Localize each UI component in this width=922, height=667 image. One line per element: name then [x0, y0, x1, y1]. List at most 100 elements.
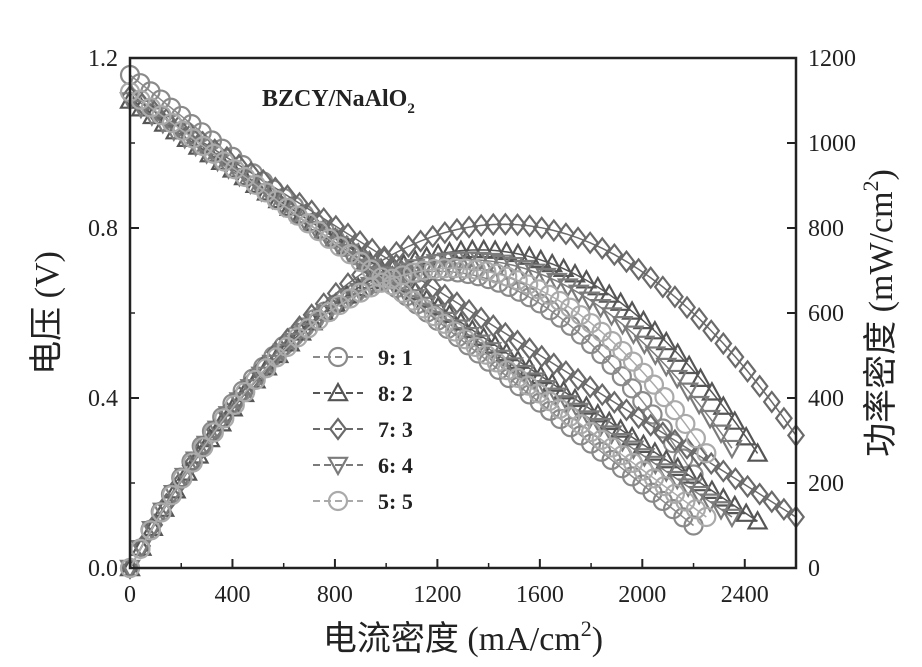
- power-point: [434, 258, 455, 279]
- voltage-point: [644, 441, 666, 461]
- voltage-point: [609, 418, 632, 438]
- voltage-point: [235, 166, 256, 188]
- power-point: [632, 390, 653, 412]
- x-tick-label: 1200: [413, 582, 461, 608]
- voltage-point: [472, 306, 491, 330]
- legend-marker: [327, 490, 349, 512]
- power-point: [617, 249, 636, 274]
- power-point: [261, 354, 284, 375]
- legend-marker: [327, 346, 349, 368]
- y2-tick-label: 800: [808, 216, 844, 242]
- y-tick-label: 1.2: [88, 46, 118, 72]
- voltage-point: [750, 482, 769, 506]
- power-point: [151, 502, 172, 523]
- legend-marker: [327, 381, 349, 402]
- voltage-point: [529, 364, 552, 385]
- voltage-point: [203, 143, 224, 164]
- power-point: [338, 272, 358, 296]
- voltage-point: [568, 367, 588, 391]
- power-point: [455, 258, 476, 279]
- voltage-point: [486, 352, 507, 373]
- voltage-point: [552, 379, 575, 400]
- power-point: [605, 242, 624, 267]
- voltage-point: [528, 383, 549, 404]
- power-point: [305, 313, 327, 334]
- power-point: [518, 274, 539, 295]
- power-point: [633, 362, 654, 383]
- power-point: [486, 263, 507, 284]
- power-point: [193, 437, 214, 458]
- power-point: [633, 335, 656, 356]
- legend-label: 6: 4: [378, 453, 413, 478]
- voltage-point: [654, 475, 675, 497]
- power-point: [224, 394, 245, 415]
- ticks-layer: 0 400 800 1200 1600 2000 2400 0.0 0.4 0.8 1.2 0 200 4…: [88, 46, 856, 608]
- power-point: [762, 390, 781, 414]
- power-point: [653, 275, 672, 299]
- power-point: [549, 290, 570, 312]
- voltage-point: [350, 251, 371, 273]
- power-point: [644, 319, 666, 340]
- voltage-point: [402, 290, 424, 311]
- power-point: [381, 268, 403, 289]
- y2-tick-label: 400: [808, 386, 844, 412]
- power-point: [476, 261, 497, 282]
- voltage-point: [696, 506, 717, 528]
- legend-item: 8: 2: [313, 381, 413, 406]
- voltage-point: [746, 509, 769, 530]
- power-point: [581, 231, 600, 255]
- power-point: [392, 265, 413, 286]
- voltage-point: [612, 445, 633, 466]
- voltage-point: [544, 352, 563, 376]
- legend-item: 9: 1: [313, 345, 413, 370]
- voltage-point: [738, 474, 757, 499]
- y-tick-label: 0.8: [88, 216, 118, 242]
- x-tick-label: 2400: [721, 582, 769, 608]
- power-point: [641, 266, 660, 290]
- voltage-point: [308, 220, 329, 242]
- power-point: [529, 248, 552, 269]
- power-point: [278, 327, 297, 351]
- power-point: [182, 452, 203, 473]
- power-point: [316, 304, 338, 325]
- voltage-point: [762, 490, 781, 514]
- voltage-point: [702, 451, 721, 476]
- y2-tick-label: 1200: [808, 46, 856, 72]
- voltage-point: [632, 433, 655, 454]
- power-point: [496, 212, 515, 236]
- power-point: [580, 333, 602, 355]
- power-point: [701, 381, 723, 401]
- voltage-point: [182, 128, 203, 149]
- power-point: [560, 297, 581, 318]
- voltage-point: [675, 491, 696, 512]
- y-tick-label: 0.4: [88, 386, 118, 412]
- voltage-point: [339, 244, 361, 265]
- voltage-point: [130, 89, 151, 110]
- voltage-point: [434, 313, 455, 334]
- voltage-point: [266, 190, 287, 211]
- power-point: [327, 296, 349, 317]
- legend-label: 5: 5: [378, 489, 413, 514]
- voltage-point: [277, 197, 298, 219]
- voltage-point: [287, 205, 308, 226]
- power-point: [541, 252, 564, 273]
- voltage-point: [721, 508, 743, 529]
- voltage-point: [465, 336, 486, 358]
- power-point: [484, 212, 503, 237]
- power-point: [664, 400, 686, 421]
- voltage-point: [549, 398, 570, 419]
- power-point: [214, 408, 235, 429]
- voltage-point: [319, 228, 340, 249]
- power-point: [507, 270, 528, 291]
- voltage-point: [556, 359, 575, 384]
- voltage-point: [161, 112, 183, 134]
- power-point: [593, 236, 612, 261]
- voltage-point: [664, 483, 686, 504]
- voltage-point: [539, 390, 560, 412]
- power-point: [350, 282, 371, 303]
- series-5: [119, 81, 717, 579]
- voltage-point: [622, 452, 644, 474]
- voltage-point: [653, 421, 672, 445]
- voltage-point: [476, 344, 497, 365]
- voltage-point: [726, 467, 745, 491]
